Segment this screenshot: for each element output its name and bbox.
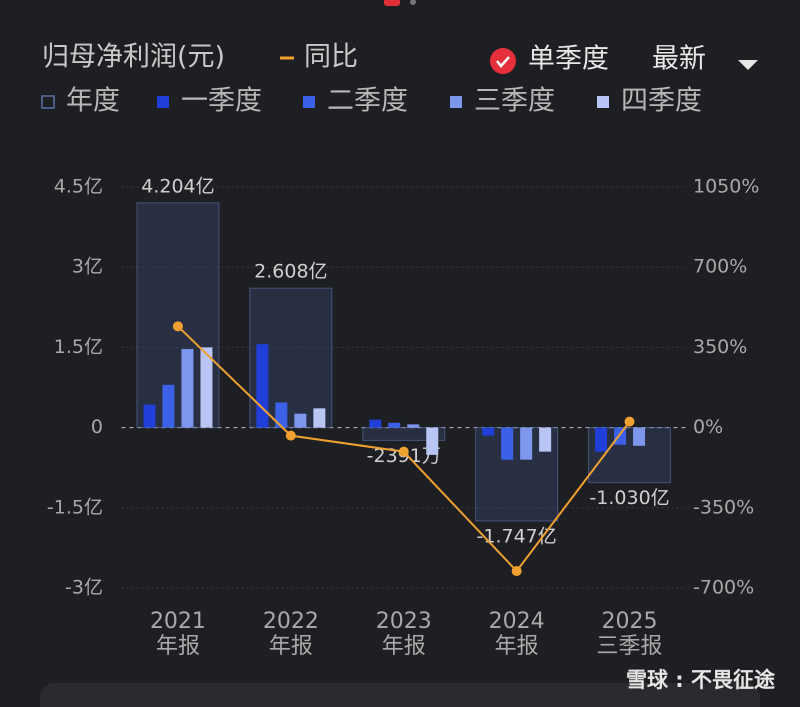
yoy-point: [511, 566, 522, 577]
dropdown-arrow[interactable]: [738, 60, 758, 70]
legend-swatch: [597, 96, 609, 108]
y-tick-label: 0: [91, 416, 103, 438]
y-tick-label: -3亿: [65, 577, 103, 599]
quarter-bar: [501, 427, 514, 460]
chart-title: 归母净利润(元): [42, 42, 225, 73]
x-tick-label: 2022: [263, 609, 319, 634]
y2-tick-label: 700%: [693, 256, 747, 278]
x-tick-sublabel: 年报: [156, 634, 200, 659]
legend-swatch: [450, 96, 462, 108]
quarter-bar: [181, 349, 194, 428]
legend-label: 一季度: [181, 86, 262, 117]
legend-swatch: [157, 96, 169, 108]
quarter-bar: [426, 427, 439, 455]
annual-bar: [249, 287, 333, 429]
y-tick-label: 4.5亿: [54, 176, 103, 198]
x-tick-sublabel: 年报: [495, 634, 539, 659]
toggle-icon[interactable]: [490, 48, 516, 74]
legend-label: 三季度: [474, 86, 555, 117]
quarter-bar: [539, 427, 552, 452]
y2-tick-label: 350%: [693, 336, 747, 358]
x-tick-label: 2023: [376, 609, 432, 634]
page-dot: [384, 0, 400, 6]
quarter-bar: [143, 404, 156, 428]
value-label: -1.030亿: [589, 487, 669, 509]
annual-bar: [362, 427, 446, 441]
x-tick-label: 2021: [150, 609, 206, 634]
yoy-point: [624, 416, 635, 427]
check: [496, 56, 510, 68]
x-tick-label: 2025: [602, 609, 658, 634]
quarter-bar: [369, 419, 382, 428]
y2-tick-label: -700%: [693, 577, 754, 599]
quarter-bar: [256, 344, 269, 428]
y2-tick-label: 1050%: [693, 176, 759, 198]
y-tick-label: 1.5亿: [54, 336, 103, 358]
period-selector[interactable]: 最新: [652, 44, 706, 75]
quarter-bar: [520, 427, 533, 460]
page-dot: [410, 0, 416, 5]
legend-label: 同比: [304, 42, 358, 73]
legend-label: 年度: [66, 86, 120, 117]
quarter-bar: [313, 408, 326, 428]
quarter-bar: [633, 427, 646, 446]
quarter-bar: [200, 347, 213, 428]
y-tick-label: 3亿: [72, 256, 103, 278]
toggle-label[interactable]: 单季度: [528, 44, 609, 75]
quarter-bar: [595, 427, 608, 452]
legend-label: 二季度: [327, 86, 408, 117]
quarter-bar: [407, 424, 420, 428]
quarter-bar: [162, 384, 175, 428]
quarter-bar: [482, 427, 495, 436]
legend-swatch: [41, 95, 55, 109]
x-tick-label: 2024: [489, 609, 545, 634]
x-tick-sublabel: 三季报: [597, 634, 663, 659]
value-label: 2.608亿: [254, 261, 327, 283]
x-tick-sublabel: 年报: [382, 634, 426, 659]
y-tick-label: -1.5亿: [47, 496, 103, 518]
legend-swatch: [303, 96, 315, 108]
value-label: -1.747亿: [477, 526, 557, 548]
yoy-point: [398, 446, 409, 457]
yoy-point: [285, 430, 296, 441]
watermark: 雪球 : 不畏征途: [626, 668, 776, 692]
yoy-point: [172, 321, 183, 332]
bottom-bar: [40, 683, 760, 707]
quarter-bar: [388, 422, 401, 428]
legend-label: 四季度: [621, 86, 702, 117]
y2-tick-label: -350%: [693, 496, 754, 518]
value-label: 4.204亿: [141, 175, 214, 197]
x-tick-sublabel: 年报: [269, 634, 313, 659]
quarter-bar: [294, 413, 307, 428]
y2-tick-label: 0%: [693, 416, 723, 438]
quarter-bar: [275, 402, 288, 428]
